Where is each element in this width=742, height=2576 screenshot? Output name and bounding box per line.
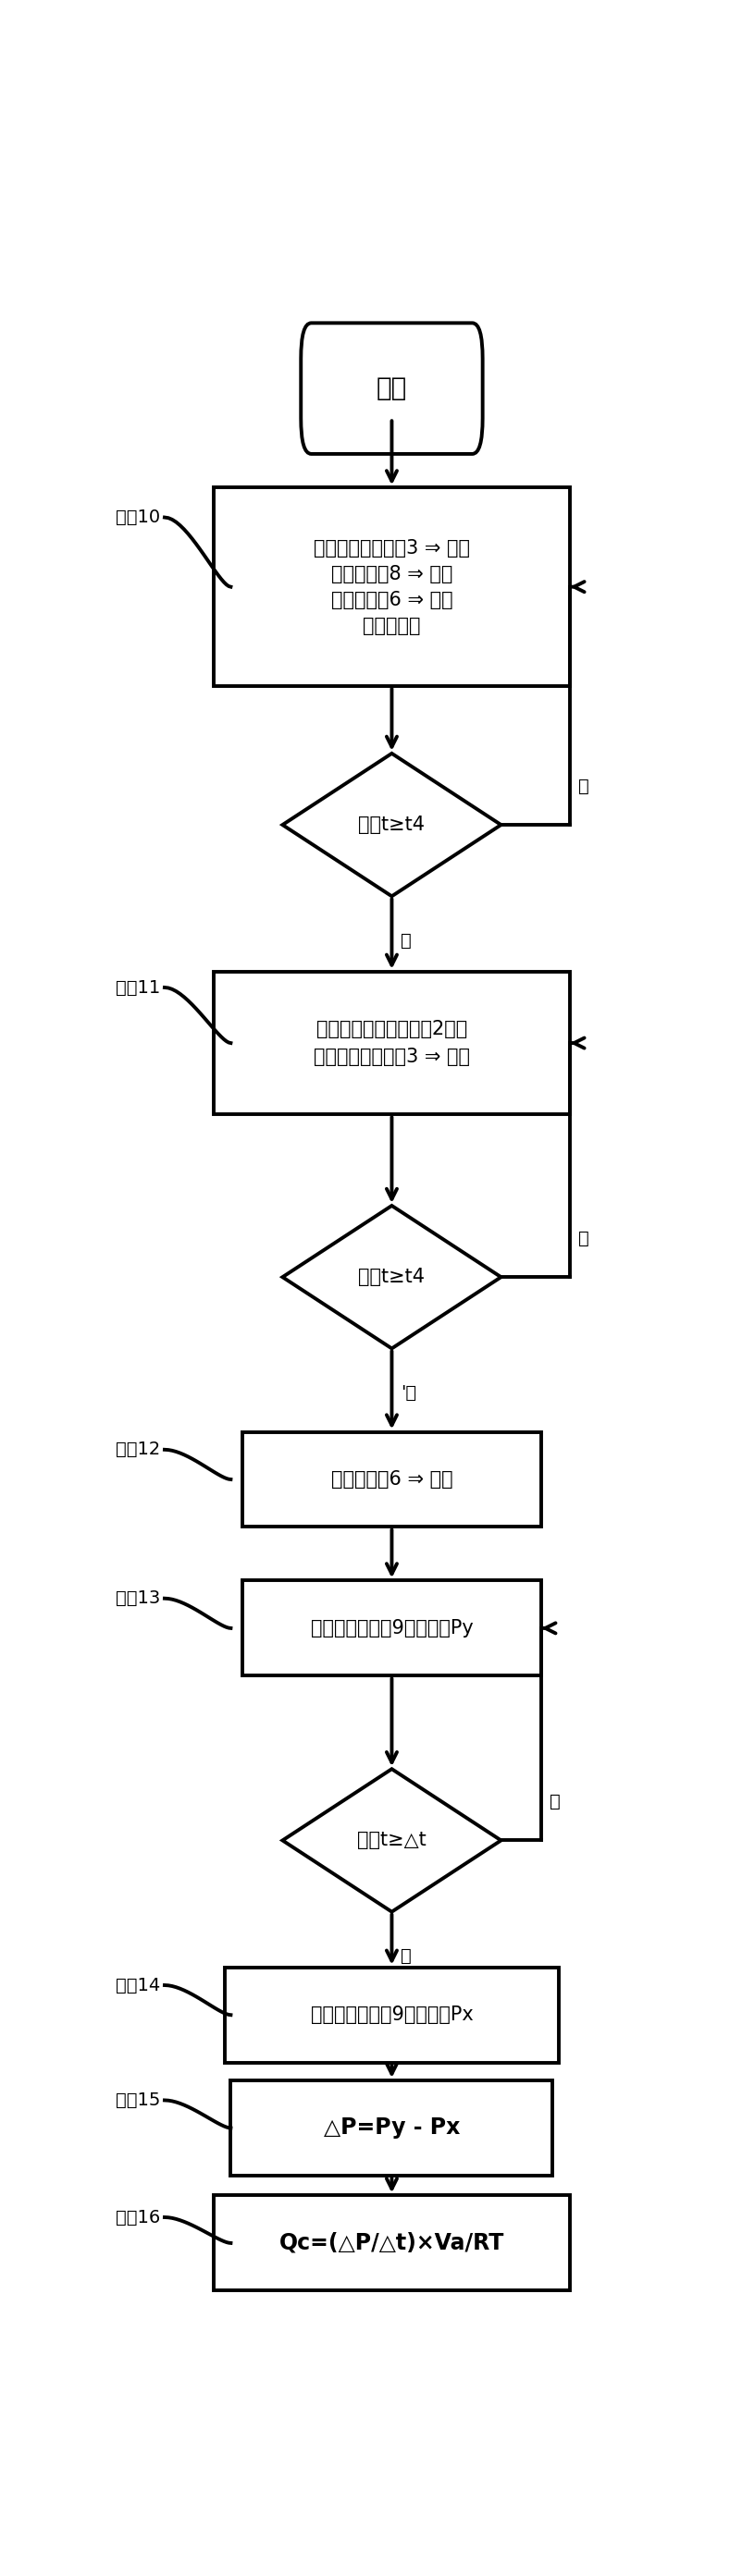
Text: 通过压力检测器9检测压力Px: 通过压力检测器9检测压力Px [310,2007,473,2025]
Text: 是: 是 [401,1947,411,1965]
Text: '是: '是 [401,1383,416,1401]
Text: 测定对象的流量控制器2的下
游侧的第一隔断阀3 ⇒ 打开: 测定对象的流量控制器2的下 游侧的第一隔断阀3 ⇒ 打开 [314,1020,470,1066]
Bar [231,2081,553,2177]
Text: 通过压力检测器9检测压力Py: 通过压力检测器9检测压力Py [310,1618,473,1638]
Text: Qc=(△P/△t)×Va/RT: Qc=(△P/△t)×Va/RT [279,2231,505,2254]
Text: 步骤15: 步骤15 [116,2092,160,2110]
Text: 否: 否 [579,778,590,796]
Text: 步骤12: 步骤12 [116,1440,160,1458]
Text: 否: 否 [550,1793,561,1811]
Bar [225,1968,559,2063]
Text: 步骤14: 步骤14 [116,1976,160,1994]
Text: 时间t≥t4: 时间t≥t4 [358,1267,425,1285]
Text: 步骤16: 步骤16 [116,2208,160,2226]
Text: 时间t≥t4: 时间t≥t4 [358,817,425,835]
Bar [214,487,570,685]
Bar [214,971,570,1115]
FancyBboxPatch shape [301,322,482,453]
Text: 启动: 启动 [376,376,407,402]
Text: 第二隔断阀6 ⇒ 关闭: 第二隔断阀6 ⇒ 关闭 [331,1471,453,1489]
Bar [214,2195,570,2290]
Bar [243,1432,542,1528]
Text: 步骤11: 步骤11 [116,979,160,997]
Polygon shape [283,1206,501,1347]
Bar [243,1582,542,1677]
Text: 所有的第一隔断阀3 ⇒ 关闭
第三隔断阀8 ⇒ 关闭
第二隔断阀6 ⇒ 打开
实施抽真空: 所有的第一隔断阀3 ⇒ 关闭 第三隔断阀8 ⇒ 关闭 第二隔断阀6 ⇒ 打开 实… [314,538,470,634]
Text: 否: 否 [579,1229,590,1247]
Polygon shape [283,752,501,896]
Text: 步骤10: 步骤10 [116,507,160,526]
Polygon shape [283,1770,501,1911]
Text: △P=Py - Px: △P=Py - Px [324,2117,460,2138]
Text: 步骤13: 步骤13 [116,1589,160,1607]
Text: 是: 是 [401,933,411,951]
Text: 时间t≥△t: 时间t≥△t [357,1832,427,1850]
